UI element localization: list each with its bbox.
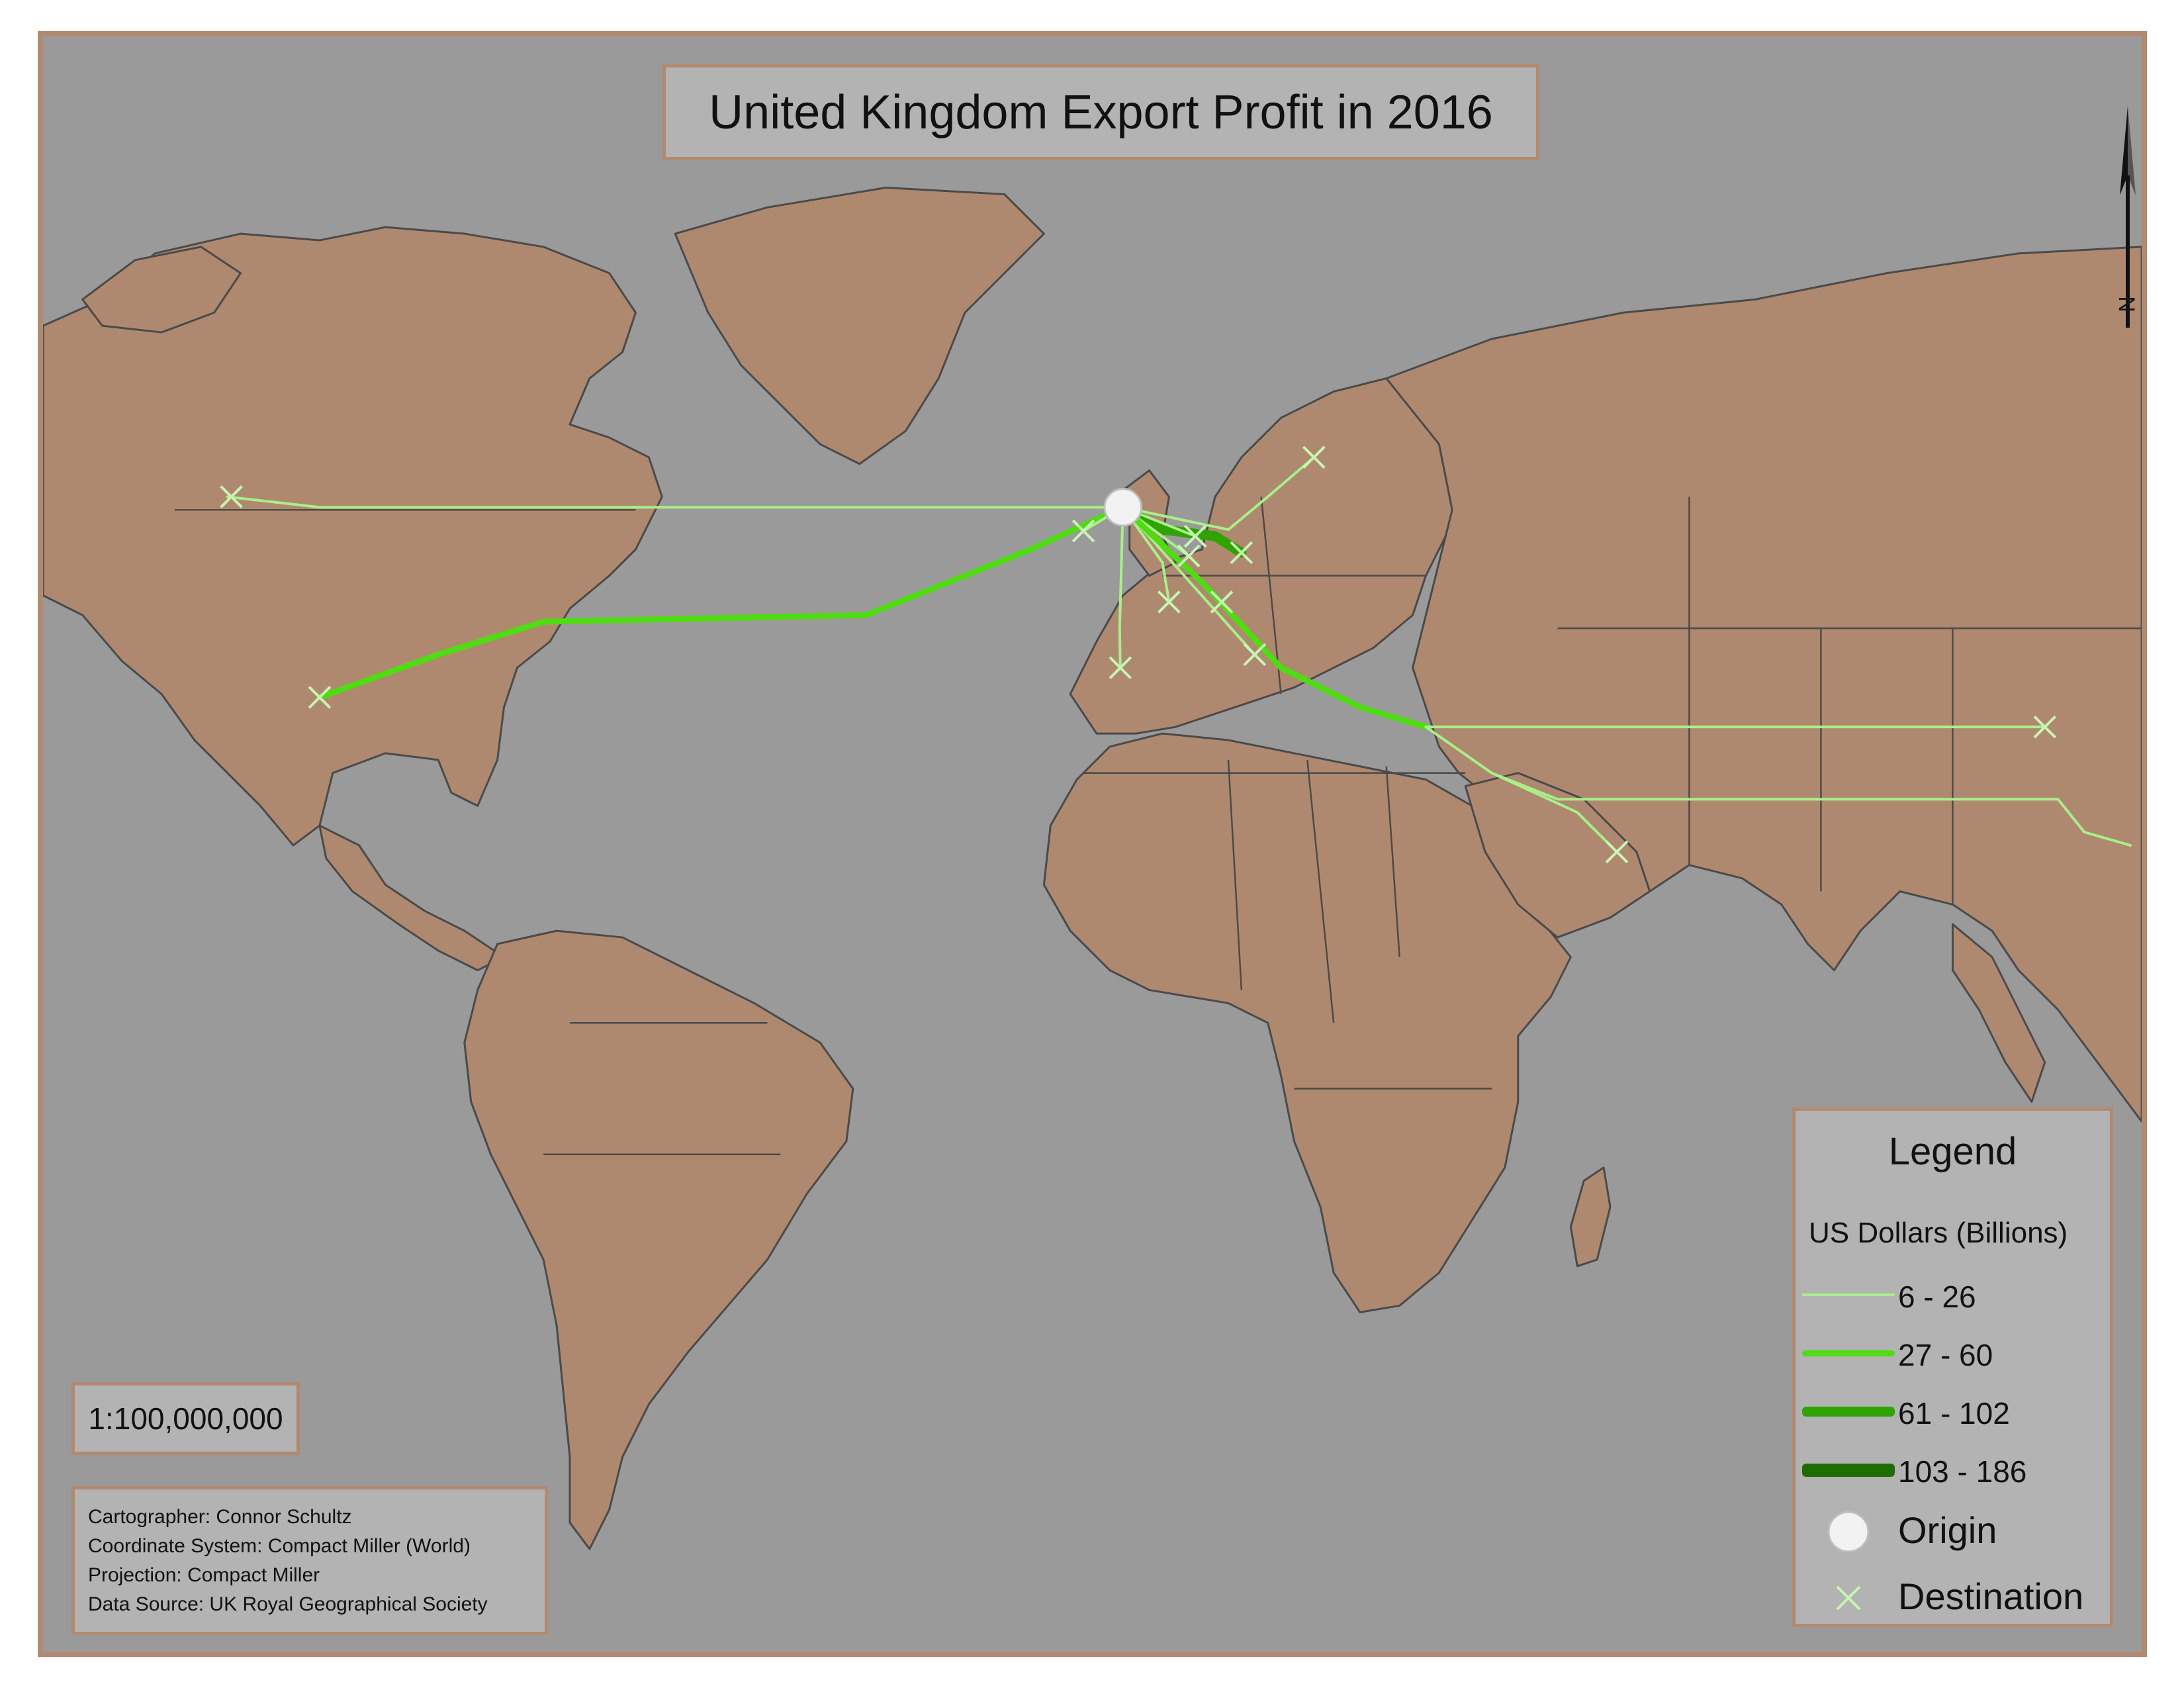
origin-marker [1103, 488, 1143, 527]
destination-markers [220, 445, 2057, 864]
credit-projection: Projection: Compact Miller [88, 1564, 320, 1586]
south-america-landmass [463, 929, 854, 1550]
destination-marker [1109, 656, 1132, 680]
destination-marker [1230, 541, 1253, 565]
destination-marker [1605, 840, 1629, 864]
legend-class-label: 103 - 186 [1898, 1454, 2027, 1489]
world-map [43, 187, 2142, 1550]
flow-usa [316, 504, 1126, 700]
destination-marker [1071, 519, 1095, 543]
north-america-landmass [43, 226, 663, 847]
origin-symbol-icon [1827, 1511, 1870, 1553]
north-label: N [2113, 296, 2139, 312]
legend-class-3: 61 - 102 [1796, 1386, 2110, 1439]
destination-symbol-icon [1836, 1585, 1861, 1611]
arabia-landmass [1464, 772, 1651, 939]
greenland-landmass [674, 187, 1045, 465]
flow-sweden [1121, 455, 1316, 532]
destination-marker [1302, 445, 1326, 469]
legend-line-swatch [1802, 1464, 1895, 1477]
legend-class-label: 61 - 102 [1898, 1396, 2010, 1430]
legend-destination-label: Destination [1898, 1575, 2084, 1617]
arctic-islands-landmass [81, 246, 242, 334]
flow-hongkong [1490, 771, 2132, 847]
credit-data-source: Data Source: UK Royal Geographical Socie… [88, 1593, 488, 1615]
destination-marker [1243, 643, 1267, 667]
legend: Legend US Dollars (Billions) 6 - 26 27 -… [1792, 1107, 2113, 1627]
southeast-asia-landmass [1951, 923, 2046, 1103]
legend-origin: Origin [1796, 1505, 2110, 1558]
flow-uae [1424, 726, 1618, 853]
flow-canada [226, 495, 1124, 509]
destination-marker [220, 485, 243, 508]
legend-line-swatch [1802, 1407, 1895, 1417]
destination-marker [1177, 544, 1201, 568]
destination-marker [308, 686, 332, 709]
credit-cartographer: Cartographer: Connor Schultz [88, 1506, 352, 1528]
legend-origin-label: Origin [1898, 1509, 1997, 1551]
credits-box: Cartographer: Connor Schultz Coordinate … [71, 1486, 548, 1635]
legend-destination: Destination [1796, 1571, 2110, 1624]
legend-line-swatch [1802, 1350, 1895, 1356]
legend-subtitle: US Dollars (Billions) [1809, 1217, 2068, 1249]
legend-line-swatch [1802, 1293, 1895, 1296]
flow-france [1121, 506, 1171, 604]
credit-coordinate-system: Coordinate System: Compact Miller (World… [88, 1535, 471, 1557]
legend-title: Legend [1888, 1130, 2017, 1173]
destination-marker [1158, 590, 1181, 614]
madagascar-landmass [1569, 1166, 1612, 1268]
map-title: United Kingdom Export Profit in 2016 [709, 85, 1493, 139]
europe-landmass [1069, 377, 1453, 735]
map-frame: United Kingdom Export Profit in 2016 N 1… [38, 31, 2147, 1657]
legend-class-1: 6 - 26 [1796, 1270, 2110, 1323]
legend-class-label: 6 - 26 [1898, 1280, 1976, 1314]
destination-marker [2033, 715, 2057, 739]
legend-class-4: 103 - 186 [1796, 1444, 2110, 1497]
north-arrow-icon [2120, 106, 2136, 328]
export-flow-lines [226, 455, 2132, 853]
flow-mideast-trunk [1120, 504, 1429, 730]
destination-marker [1210, 590, 1234, 614]
central-america-landmass [318, 824, 505, 972]
map-title-box: United Kingdom Export Profit in 2016 [662, 64, 1539, 160]
scale-box: 1:100,000,000 [71, 1382, 300, 1455]
destination-marker [1183, 524, 1207, 548]
map-scale: 1:100,000,000 [88, 1401, 283, 1436]
legend-class-label: 27 - 60 [1898, 1338, 1993, 1372]
flow-spain [1118, 506, 1124, 669]
africa-landmass [1042, 732, 1572, 1313]
legend-class-2: 27 - 60 [1796, 1328, 2110, 1381]
